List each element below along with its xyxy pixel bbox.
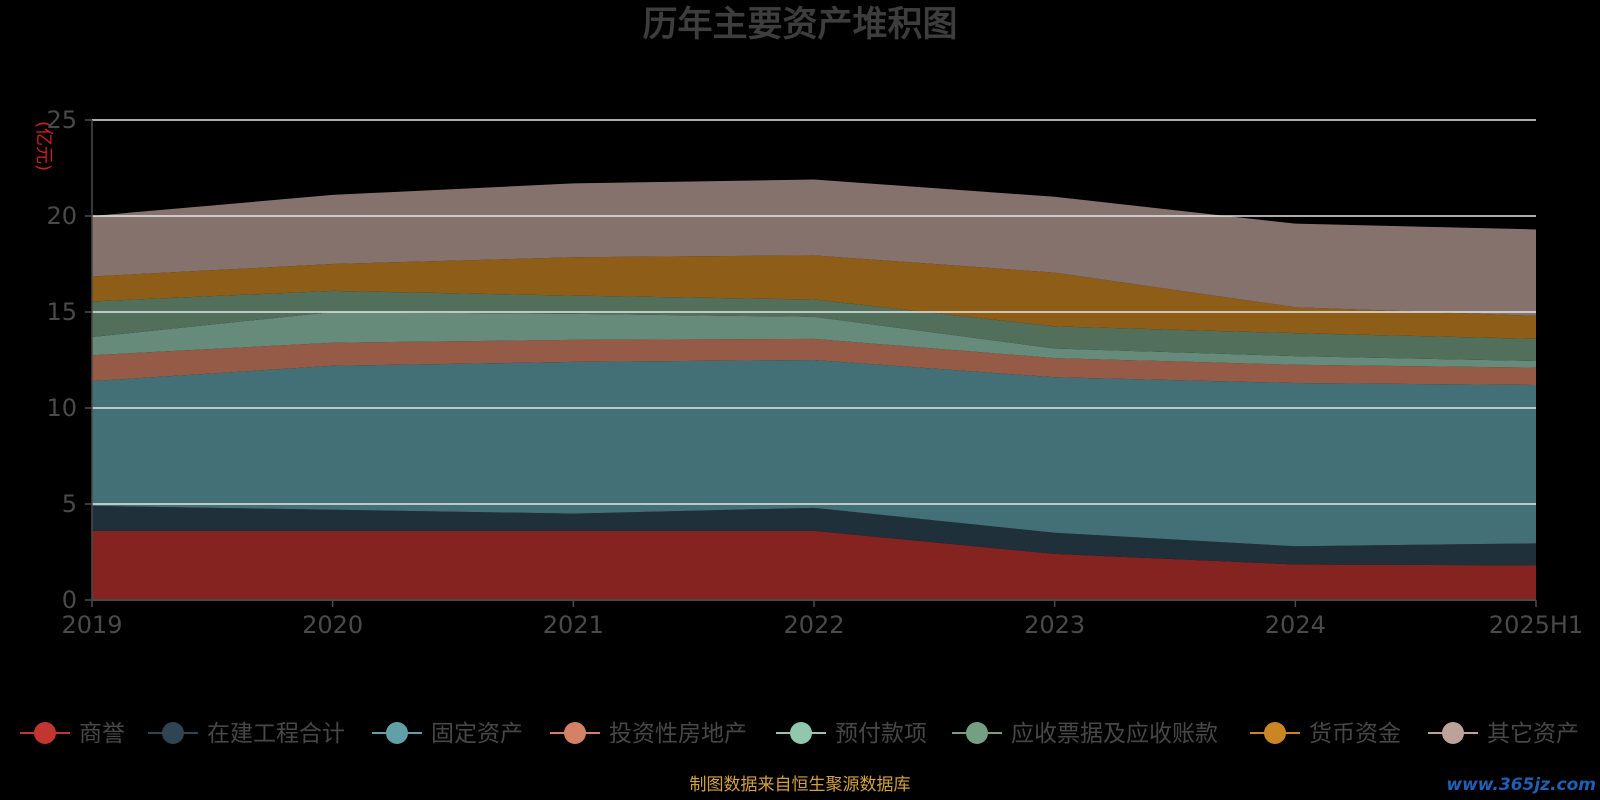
legend-label: 固定资产 bbox=[431, 721, 523, 747]
area-series-5 bbox=[92, 312, 1536, 368]
data-source-note: 制图数据来自恒生聚源数据库 bbox=[690, 775, 911, 795]
area-series-6 bbox=[92, 290, 1536, 361]
watermark: www.365jz.com bbox=[1446, 775, 1596, 795]
legend-item-7[interactable]: 货币资金 bbox=[1250, 721, 1401, 747]
x-tick-label: 2020 bbox=[302, 611, 363, 639]
x-tick-label: 2022 bbox=[783, 611, 844, 639]
legend-circle-marker bbox=[564, 722, 586, 744]
x-tick-label: 2025H1 bbox=[1489, 611, 1583, 639]
y-tick-label: 0 bbox=[62, 586, 77, 614]
legend-circle-marker bbox=[790, 722, 812, 744]
legend-circle-marker bbox=[1264, 722, 1286, 744]
legend-circle-marker bbox=[162, 722, 184, 744]
legend-circle-marker bbox=[1442, 722, 1464, 744]
x-tick-label: 2023 bbox=[1024, 611, 1085, 639]
y-tick-label: 20 bbox=[46, 202, 77, 230]
x-tick-label: 2019 bbox=[61, 611, 122, 639]
area-series-4 bbox=[92, 338, 1536, 385]
axes: 0 5 10 15 20 25 2019 2020 2021 2022 2023 2024 2025H1 bbox=[46, 106, 1583, 639]
legend-label: 其它资产 bbox=[1487, 721, 1579, 747]
legend-label: 投资性房地产 bbox=[609, 721, 747, 747]
legend-label: 商誉 bbox=[79, 721, 125, 747]
legend-label: 应收票据及应收账款 bbox=[1011, 721, 1218, 747]
legend-item-1[interactable]: 商誉 bbox=[20, 721, 125, 747]
legend-item-3[interactable]: 固定资产 bbox=[372, 721, 523, 747]
x-tick-label: 2024 bbox=[1265, 611, 1326, 639]
legend-circle-marker bbox=[386, 722, 408, 744]
y-tick-label: 10 bbox=[46, 394, 77, 422]
legend-label: 在建工程合计 bbox=[207, 721, 345, 747]
y-tick-label: 5 bbox=[62, 490, 77, 518]
legend-item-5[interactable]: 预付款项 bbox=[776, 721, 927, 747]
legend-label: 货币资金 bbox=[1309, 721, 1401, 747]
legend-item-6[interactable]: 应收票据及应收账款 bbox=[952, 721, 1218, 747]
legend-item-2[interactable]: 在建工程合计 bbox=[148, 721, 345, 747]
y-tick-label: 25 bbox=[46, 106, 77, 134]
area-series-1 bbox=[92, 530, 1536, 600]
legend[interactable]: 商誉 在建工程合计 固定资产 投资性房地产 预付款项 应收票据及应收账款 货币资金 其它资产 bbox=[20, 721, 1579, 747]
area-series-7 bbox=[92, 255, 1536, 339]
area-series-2 bbox=[92, 505, 1536, 566]
area-series-group bbox=[92, 179, 1536, 600]
area-series-8 bbox=[92, 179, 1536, 316]
chart-title: 历年主要资产堆积图 bbox=[642, 5, 957, 45]
legend-item-4[interactable]: 投资性房地产 bbox=[550, 721, 747, 747]
legend-label: 预付款项 bbox=[835, 721, 927, 747]
legend-circle-marker bbox=[34, 722, 56, 744]
legend-item-8[interactable]: 其它资产 bbox=[1428, 721, 1579, 747]
legend-circle-marker bbox=[966, 722, 988, 744]
gridlines bbox=[92, 119, 1536, 505]
y-axis-unit-label: (亿元) bbox=[33, 121, 54, 171]
x-tick-label: 2021 bbox=[543, 611, 604, 639]
area-series-3 bbox=[92, 360, 1536, 547]
y-tick-label: 15 bbox=[46, 298, 77, 326]
